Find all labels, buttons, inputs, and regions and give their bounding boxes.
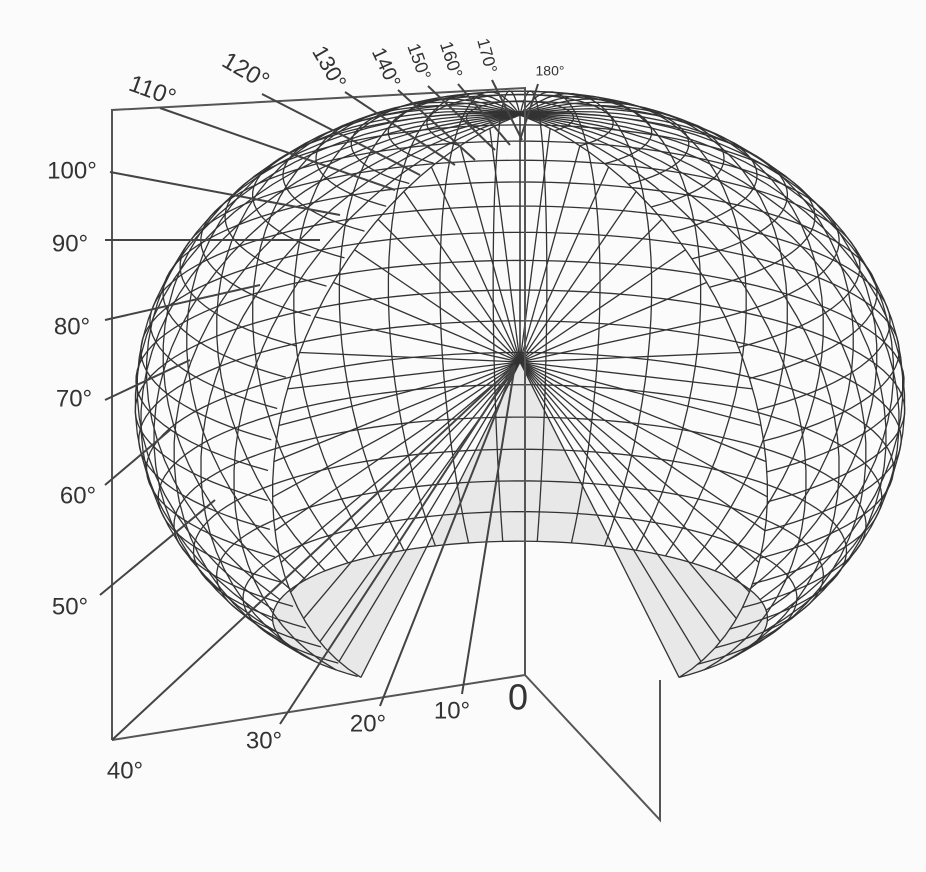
diagram: 010°20°30°40°50°60°70°80°90°100°110°120°… — [0, 0, 926, 872]
angle-label: 80° — [54, 313, 90, 340]
angle-label: 10° — [434, 697, 470, 724]
angle-label: 0 — [508, 677, 528, 718]
angle-label: 70° — [56, 385, 92, 412]
angle-label: 20° — [350, 710, 386, 737]
angle-label: 90° — [52, 230, 88, 257]
angle-label: 40° — [107, 757, 143, 784]
angle-label: 180° — [536, 63, 565, 79]
angle-label: 50° — [52, 593, 88, 620]
angle-label: 30° — [246, 727, 282, 754]
angle-label: 60° — [60, 482, 96, 509]
angle-label: 100° — [47, 157, 97, 184]
